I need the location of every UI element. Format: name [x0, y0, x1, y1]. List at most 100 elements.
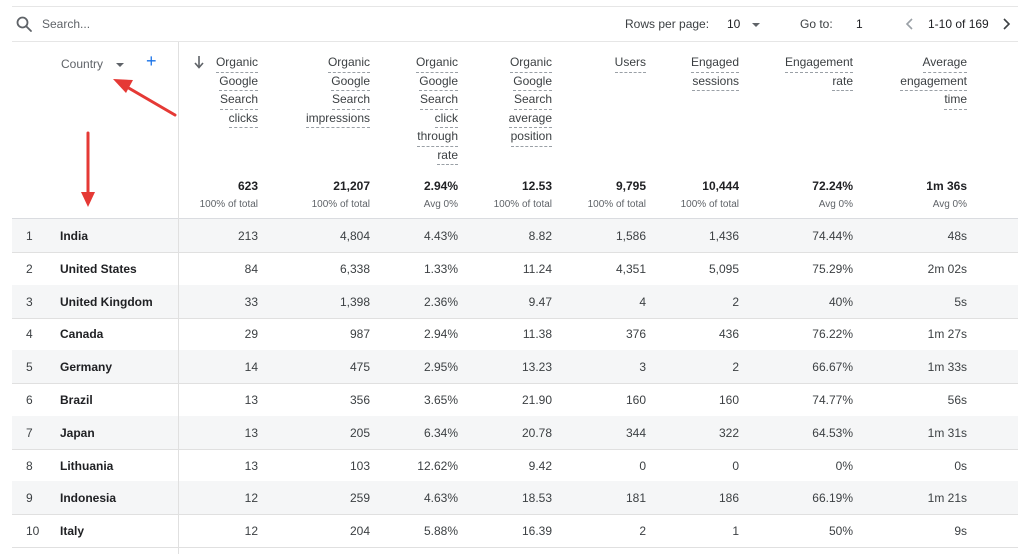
- column-header-6[interactable]: Engaged sessions: [629, 54, 739, 91]
- column-total: 12.53: [521, 179, 552, 193]
- metric-cell: 160: [625, 393, 646, 407]
- metric-cell: 33: [244, 294, 258, 309]
- metric-cell: 4,351: [615, 261, 646, 276]
- metric-cell: 56s: [947, 393, 967, 407]
- column-total-percent: 100% of total: [199, 199, 258, 210]
- row-rank: 9: [26, 491, 33, 506]
- metric-cell: 13: [244, 425, 258, 440]
- row-country[interactable]: Italy: [60, 524, 85, 539]
- column-header-text: clicks: [228, 110, 258, 128]
- column-total-percent: 100% of total: [311, 199, 370, 210]
- row-country[interactable]: United Kingdom: [60, 294, 153, 309]
- metric-cell: 3.65%: [423, 393, 458, 407]
- row-rank: 2: [26, 261, 33, 276]
- table-row[interactable]: 10 Italy 12 204 5.88% 16.39 2 1 50% 9s: [12, 514, 1018, 549]
- column-header-text: position: [510, 128, 552, 147]
- table-toolbar: Search... Rows per page: 10 Go to: 1 1-1…: [12, 6, 1018, 42]
- column-total-percent: Avg 0%: [423, 199, 458, 210]
- metric-cell: 18.53: [521, 491, 552, 506]
- metric-cell: 12: [244, 524, 258, 539]
- metric-cell: 1m 33s: [927, 360, 967, 375]
- row-rank: 7: [26, 425, 33, 440]
- row-country[interactable]: Japan: [60, 425, 95, 440]
- sort-down-arrow-icon[interactable]: [193, 55, 205, 69]
- rows-per-page-select[interactable]: 10: [727, 17, 741, 31]
- metric-cell: 14: [244, 360, 258, 375]
- table-row[interactable]: 7 Japan 13 205 6.34% 20.78 344 322 64.53% 1m 31s: [12, 415, 1018, 450]
- column-header-5[interactable]: Users: [536, 54, 646, 73]
- column-total-percent: 100% of total: [587, 199, 646, 210]
- metric-cell: 6,338: [339, 261, 370, 276]
- table-row[interactable]: 9 Indonesia 12 259 4.63% 18.53 181 186 66.19% 1m …: [12, 481, 1018, 516]
- table-row[interactable]: 4 Canada 29 987 2.94% 11.38 376 436 76.22% 1m 27s: [12, 317, 1018, 352]
- column-header-2[interactable]: Organic Google Search impressions: [260, 54, 370, 128]
- metric-cell: 11.38: [522, 327, 552, 342]
- table-row[interactable]: 2 United States 84 6,338 1.33% 11.24 4,351 5,09…: [12, 252, 1018, 286]
- metric-cell: 2.94%: [423, 327, 458, 342]
- table-row[interactable]: 1 India 213 4,804 4.43% 8.82 1,586 1,436 74.44% 4…: [12, 219, 1018, 253]
- search-input[interactable]: Search...: [42, 17, 91, 31]
- metric-cell: 2m 02s: [927, 261, 967, 276]
- table-header: Country + Organic Google Search clicks Organ…: [12, 42, 1018, 219]
- column-header-text: Google: [219, 73, 258, 91]
- metric-cell: 74.77%: [812, 393, 853, 407]
- metric-cell: 4.43%: [423, 229, 458, 243]
- row-country[interactable]: United States: [60, 261, 137, 276]
- column-header-7[interactable]: Engagement rate: [743, 54, 853, 91]
- search-icon[interactable]: [15, 15, 33, 33]
- column-total: 9,795: [615, 179, 646, 193]
- metric-cell: 13.23: [521, 360, 552, 375]
- metric-cell: 1: [732, 524, 739, 539]
- metric-cell: 2: [639, 524, 646, 539]
- metric-cell: 475: [349, 360, 370, 375]
- metric-cell: 205: [349, 425, 370, 440]
- table-row[interactable]: 3 United Kingdom 33 1,398 2.36% 9.47 4 2 40% 5s: [12, 284, 1018, 319]
- row-country[interactable]: Lithuania: [60, 458, 114, 473]
- column-header-4[interactable]: Organic Google Search average position: [442, 54, 552, 147]
- metric-cell: 1,436: [708, 229, 739, 243]
- table-row[interactable]: 8 Lithuania 13 103 12.62% 9.42 0 0 0% 0s: [12, 449, 1018, 483]
- column-header-8[interactable]: Average engagement time: [857, 54, 967, 110]
- column-header-text: Google: [513, 73, 552, 91]
- metric-cell: 8.82: [528, 229, 552, 243]
- column-total-percent: Avg 0%: [818, 199, 853, 210]
- row-country[interactable]: Germany: [60, 360, 113, 375]
- metric-cell: 344: [625, 425, 646, 440]
- row-country[interactable]: India: [60, 229, 89, 243]
- metric-cell: 66.67%: [812, 360, 853, 375]
- column-header-text: Average: [922, 54, 967, 73]
- metric-cell: 213: [237, 229, 258, 243]
- caret-down-icon[interactable]: [116, 63, 124, 67]
- metric-cell: 1,586: [615, 229, 646, 243]
- column-header-text: time: [944, 91, 967, 110]
- caret-down-icon[interactable]: [752, 23, 760, 27]
- dimension-selector[interactable]: Country: [61, 57, 104, 71]
- row-rank: 3: [26, 294, 33, 309]
- column-header-text: Engaged: [690, 54, 739, 73]
- row-country[interactable]: Brazil: [60, 393, 93, 407]
- column-header-1[interactable]: Organic Google Search clicks: [148, 54, 258, 128]
- metric-cell: 9.47: [528, 294, 552, 309]
- metric-cell: 987: [349, 327, 370, 342]
- goto-label: Go to:: [800, 17, 833, 31]
- goto-page-input[interactable]: 1: [856, 17, 863, 31]
- metric-cell: 2: [732, 294, 739, 309]
- plus-icon[interactable]: +: [146, 51, 157, 71]
- table-row[interactable]: 5 Germany 14 475 2.95% 13.23 3 2 66.67% 1m 33s: [12, 350, 1018, 385]
- metric-cell: 74.44%: [812, 229, 853, 243]
- table-row[interactable]: 6 Brazil 13 356 3.65% 21.90 160 160 74.77% 56s: [12, 383, 1018, 417]
- metric-cell: 11.24: [522, 261, 552, 276]
- chevron-right-icon[interactable]: [998, 16, 1014, 32]
- row-country[interactable]: Indonesia: [60, 491, 117, 506]
- metric-cell: 0%: [835, 458, 853, 473]
- chevron-left-icon[interactable]: [902, 16, 918, 32]
- column-header-text: Search: [219, 91, 258, 110]
- column-total: 72.24%: [812, 179, 853, 193]
- column-header-text: engagement: [900, 73, 967, 91]
- row-country[interactable]: Canada: [60, 327, 104, 342]
- column-header-3[interactable]: Organic Google Search click through rate: [348, 54, 458, 165]
- metric-cell: 3: [639, 360, 646, 375]
- metric-cell: 1m 21s: [927, 491, 967, 506]
- row-rank: 4: [26, 327, 33, 342]
- metric-cell: 322: [718, 425, 739, 440]
